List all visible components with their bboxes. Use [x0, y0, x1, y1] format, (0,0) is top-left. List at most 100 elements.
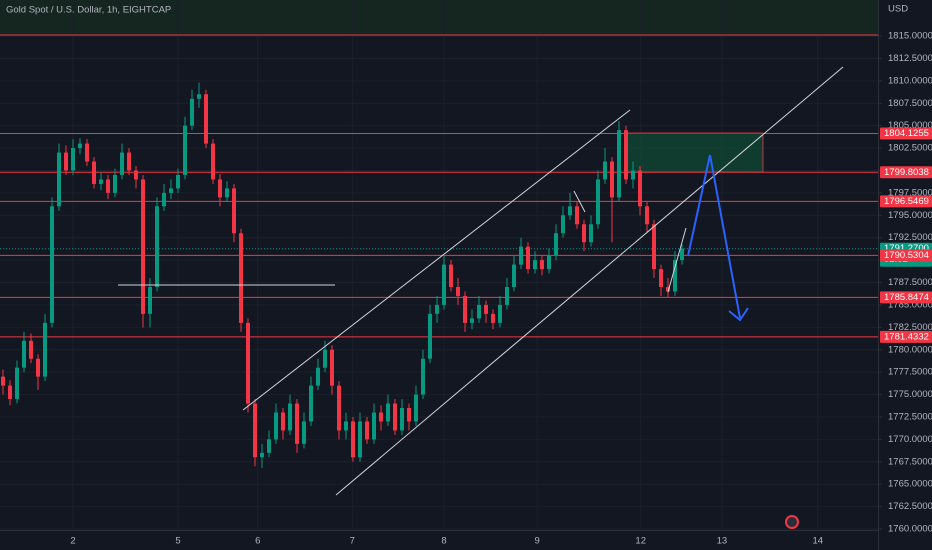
candle-body: [519, 246, 524, 265]
top-zone: [0, 0, 878, 35]
candle-body: [127, 152, 132, 171]
price-level-box: [880, 195, 932, 208]
candle-body: [162, 192, 167, 207]
candle-body: [50, 206, 55, 323]
x-tick-label: 2: [70, 536, 75, 547]
candle-body: [204, 94, 209, 144]
candle-body: [400, 408, 405, 431]
candle-body: [337, 385, 342, 431]
price-level-label: 1790.5304: [884, 250, 929, 261]
trend-mark: [667, 227, 687, 293]
candle-body: [547, 255, 552, 270]
x-tick-label: 5: [175, 536, 180, 547]
candle-body: [575, 206, 580, 225]
candle-body: [8, 385, 13, 400]
y-tick-label: 1782.5000: [888, 322, 932, 333]
candle-body: [260, 452, 265, 458]
candle-body: [316, 367, 321, 386]
y-tick-label: 1795.0000: [888, 210, 932, 221]
logo: [785, 515, 799, 529]
y-tick-label: 1810.0000: [888, 75, 932, 86]
x-tick-label: 13: [717, 536, 728, 547]
price-level-box: [880, 330, 932, 343]
candle-body: [435, 304, 440, 314]
x-tick-label: 7: [350, 536, 355, 547]
y-tick-label: 1812.5000: [888, 53, 932, 64]
candle-body: [617, 130, 622, 198]
candle-body: [78, 143, 83, 149]
candle-body: [29, 340, 34, 359]
candle-body: [176, 174, 181, 189]
candle-body: [512, 264, 517, 288]
candle-body: [351, 421, 356, 458]
candle-body: [484, 304, 489, 314]
candle-body: [673, 260, 678, 292]
candle-body: [379, 412, 384, 422]
candle-body: [239, 233, 244, 323]
candle-body: [43, 322, 48, 377]
y-tick-label: 1777.5000: [888, 367, 932, 378]
x-tick-label: 14: [813, 536, 824, 547]
candle-body: [659, 269, 664, 288]
candle-body: [183, 125, 188, 175]
candle-body: [526, 246, 531, 270]
y-tick-label: 1805.0000: [888, 120, 932, 131]
candle-body: [36, 358, 41, 377]
candle-body: [267, 439, 272, 453]
candle-body: [253, 403, 258, 458]
candle-body: [596, 179, 601, 225]
y-tick-label: 1797.5000: [888, 187, 932, 198]
candle-body: [554, 233, 559, 256]
candle-body: [533, 260, 538, 270]
candle-body: [281, 412, 286, 431]
y-tick-label: 1780.0000: [888, 344, 932, 355]
candle-body: [330, 349, 335, 386]
candle-body: [274, 412, 279, 440]
candle-body: [407, 408, 412, 422]
candle-body: [302, 421, 307, 444]
x-tick-label: 12: [635, 536, 646, 547]
candle-body: [470, 318, 475, 323]
candle-body: [568, 206, 573, 216]
candle-body: [113, 174, 118, 193]
x-tick-label: 9: [534, 536, 539, 547]
y-tick-label: 1760.0000: [888, 524, 932, 535]
candle-body: [225, 188, 230, 198]
y-tick-label: 1775.0000: [888, 389, 932, 400]
candle-body: [372, 412, 377, 440]
candle-body: [218, 179, 223, 198]
candle-body: [582, 224, 587, 243]
y-tick-label: 1767.5000: [888, 456, 932, 467]
candle-body: [99, 179, 104, 184]
price-level-box: [880, 291, 932, 304]
candle-body: [309, 385, 314, 422]
candle-body: [442, 264, 447, 305]
price-level-label: 1804.1255: [884, 128, 929, 139]
candle-body: [1, 376, 6, 386]
candle-body: [638, 170, 643, 207]
candle-body: [477, 304, 482, 319]
candle-body: [197, 94, 202, 99]
candle-body: [589, 224, 594, 243]
chart-title: Gold Spot / U.S. Dollar, 1h, EIGHTCAP: [6, 5, 171, 16]
candle-body: [393, 403, 398, 431]
y-tick-label: 1765.0000: [888, 479, 932, 490]
price-level-label: 1791.2700: [884, 243, 929, 254]
candle-body: [57, 152, 62, 207]
channel-upper: [242, 109, 631, 411]
y-tick-label: 1770.0000: [888, 434, 932, 445]
price-level-label: 1785.8474: [884, 292, 929, 303]
price-level-label: 1781.4332: [884, 331, 929, 342]
candle-body: [106, 179, 111, 193]
candles: [1, 82, 685, 469]
candle-body: [561, 215, 566, 234]
projection-arrow: [687, 154, 741, 319]
y-tick-label: 1785.0000: [888, 299, 932, 310]
candle-body: [288, 403, 293, 431]
candle-body: [15, 367, 20, 400]
price-level-label: 1799.8038: [884, 167, 929, 178]
candle-body: [358, 421, 363, 458]
candle-body: [666, 287, 671, 292]
